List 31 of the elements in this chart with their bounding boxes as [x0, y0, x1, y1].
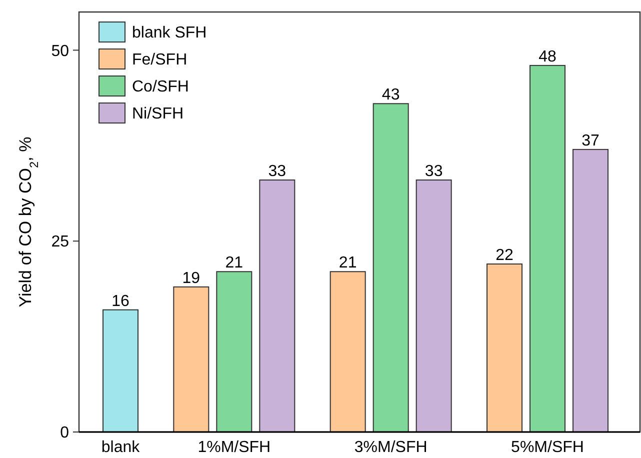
x-tick-label: blank — [101, 439, 141, 456]
bar — [530, 64, 566, 432]
data-label: 21 — [225, 254, 244, 272]
y-tick-label: 0 — [60, 424, 70, 442]
data-label: 33 — [268, 163, 286, 180]
data-label: 16 — [112, 292, 130, 310]
data-label: 48 — [538, 48, 556, 66]
y-tick-label: 25 — [51, 234, 70, 251]
legend-label: Co/SFH — [132, 78, 189, 96]
bar — [572, 148, 608, 432]
bar — [330, 271, 366, 432]
bar — [173, 286, 210, 432]
data-label: 22 — [496, 247, 514, 264]
data-label: 21 — [338, 254, 357, 272]
x-tick-label: 5%M/SFH — [511, 439, 584, 456]
bar — [102, 309, 138, 432]
data-label: 43 — [382, 86, 400, 104]
bar — [259, 180, 296, 432]
data-label: 19 — [182, 270, 200, 287]
legend-label: Ni/SFH — [132, 106, 184, 123]
y-tick-label: 50 — [51, 42, 70, 60]
bar — [416, 180, 452, 432]
bar — [372, 103, 409, 432]
data-label: 37 — [582, 132, 600, 150]
bar — [216, 271, 252, 432]
legend-label: Fe/SFH — [132, 52, 188, 69]
legend-label: blank SFH — [132, 24, 207, 42]
x-tick-label: 3%M/SFH — [354, 439, 428, 456]
bar — [486, 264, 522, 432]
x-tick-label: 1%M/SFH — [198, 439, 271, 456]
data-label: 33 — [424, 163, 443, 180]
